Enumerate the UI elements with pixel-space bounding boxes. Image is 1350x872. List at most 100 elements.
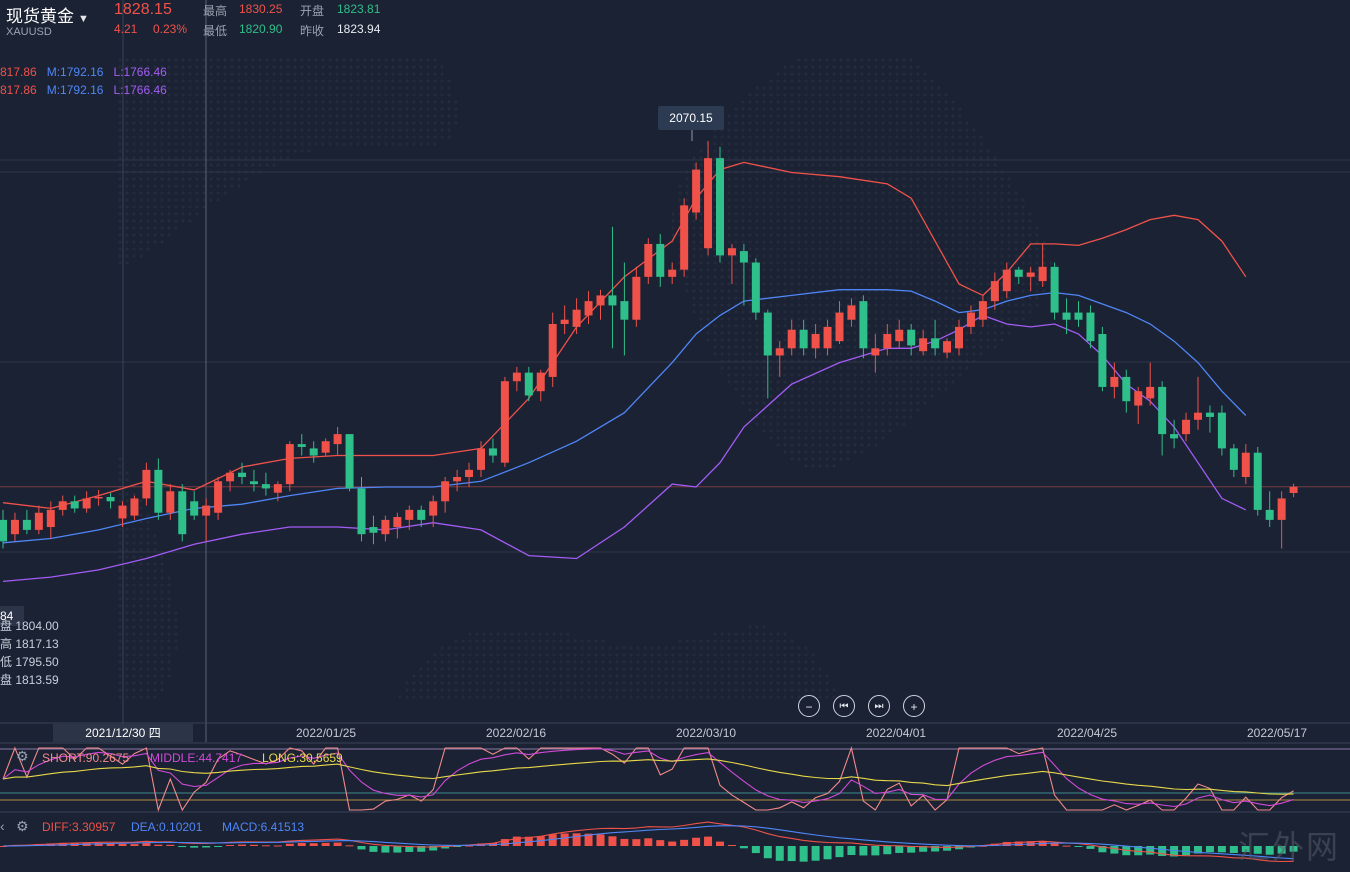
- candle-body: [1229, 448, 1238, 470]
- macd-bar: [1217, 846, 1226, 853]
- candle-body: [847, 305, 856, 320]
- macd-bar: [166, 844, 175, 846]
- candle-body: [536, 372, 545, 392]
- x-tick-label: 2022/04/01: [866, 726, 927, 740]
- last-price: 1828.15: [114, 1, 172, 18]
- candle-body: [1146, 386, 1155, 399]
- macd-bar: [345, 845, 354, 847]
- candle-body: [1050, 266, 1059, 313]
- symbol-code: XAUUSD: [6, 26, 52, 38]
- candle-body: [644, 243, 653, 277]
- prev-icon[interactable]: ⏮: [833, 695, 855, 717]
- macd-bar: [835, 846, 844, 858]
- chevron-down-icon[interactable]: ▼: [78, 13, 89, 25]
- candle-body: [309, 448, 318, 456]
- macd-bar: [393, 846, 402, 853]
- macd-bar: [704, 836, 713, 846]
- boll-upper-line: [2, 161, 1247, 510]
- candle-body: [22, 519, 31, 530]
- macd-bar: [405, 846, 414, 852]
- collapse-icon[interactable]: ‹: [0, 818, 5, 834]
- candle-body: [548, 324, 557, 377]
- kdj-middle-line: [2, 748, 1294, 808]
- candle-body: [1289, 486, 1298, 493]
- candle-body: [10, 519, 19, 535]
- macd-bar: [1253, 846, 1262, 854]
- candle-body: [763, 312, 772, 356]
- macd-bar: [943, 846, 952, 851]
- zoom-out-button[interactable]: −: [798, 695, 820, 717]
- macd-bar: [1194, 846, 1202, 854]
- macd-bar: [692, 837, 701, 846]
- gear-icon[interactable]: ⚙: [16, 748, 29, 764]
- candle-body: [1134, 391, 1143, 406]
- macd-dea: DEA:0.10201: [131, 820, 203, 834]
- watermark-logo: 汇外网: [1237, 828, 1340, 866]
- candle-body: [1122, 376, 1131, 402]
- macd-diff: DIFF:3.30957: [42, 820, 116, 834]
- candle-body: [871, 348, 880, 356]
- macd-bar: [823, 846, 832, 860]
- candle-body: [775, 348, 784, 356]
- symbol-name[interactable]: 现货黄金: [6, 7, 74, 26]
- candle-body: [895, 329, 904, 342]
- gear-icon[interactable]: ⚙: [16, 818, 29, 834]
- candle-body: [572, 309, 581, 327]
- boll-legend-2: 817.86 M:1792.16 L:1766.46: [0, 83, 167, 97]
- candle-body: [202, 505, 211, 516]
- open-value: 1823.81: [337, 2, 381, 16]
- macd-bar: [1146, 846, 1155, 855]
- candle-body: [429, 501, 438, 516]
- next-icon[interactable]: ⏭: [868, 695, 890, 717]
- candle-body: [608, 295, 617, 306]
- candle-body: [94, 497, 103, 499]
- candle-body: [1194, 412, 1202, 420]
- macd-bar: [584, 833, 593, 846]
- macd-bar: [620, 838, 629, 846]
- candle-body: [142, 469, 151, 499]
- candle-body: [34, 512, 43, 530]
- low-value: 1820.90: [239, 22, 283, 36]
- macd-bar: [512, 836, 521, 846]
- candle-body: [1158, 386, 1167, 435]
- candle-body: [226, 472, 235, 482]
- candle-body: [1253, 452, 1262, 510]
- macd-bar: [1086, 846, 1095, 849]
- macd-bar: [763, 846, 772, 859]
- macd-bar: [1182, 846, 1191, 856]
- symbol-selector[interactable]: 现货黄金 ▼: [6, 2, 89, 27]
- candle-body: [716, 158, 724, 256]
- macd-bar: [656, 840, 665, 846]
- candle-body: [524, 372, 533, 396]
- candle-body: [297, 444, 306, 447]
- macd-bar: [931, 846, 940, 852]
- candle-body: [46, 509, 55, 528]
- candle-body: [1265, 509, 1274, 520]
- max-price-tooltip: 2070.15: [658, 106, 724, 130]
- macd-bar: [238, 844, 246, 846]
- macd-bar: [333, 842, 342, 846]
- candle-body: [249, 481, 258, 485]
- zoom-in-button[interactable]: +: [903, 695, 925, 717]
- macd-bar: [142, 843, 151, 846]
- macd-bar: [1170, 846, 1179, 857]
- macd-bar: [859, 846, 868, 856]
- candle-body: [465, 469, 474, 477]
- macd-bar: [1241, 846, 1250, 853]
- boll-middle-value: M:1792.16: [46, 83, 104, 97]
- price-change-pct: 0.23%: [153, 22, 188, 36]
- x-tick-label: 2022/05/17: [1247, 726, 1308, 740]
- candle-body: [417, 509, 426, 520]
- candle-body: [238, 472, 246, 477]
- macd-bar: [1265, 846, 1274, 855]
- candle-body: [488, 448, 497, 456]
- macd-bar: [739, 846, 748, 849]
- candle-body: [190, 501, 199, 516]
- candle-body: [1038, 266, 1047, 282]
- candle-body: [907, 329, 916, 346]
- crosshair-low: 低 1795.50: [0, 655, 59, 669]
- prev-close-label: 昨收: [300, 24, 325, 38]
- macd-bar: [548, 834, 557, 846]
